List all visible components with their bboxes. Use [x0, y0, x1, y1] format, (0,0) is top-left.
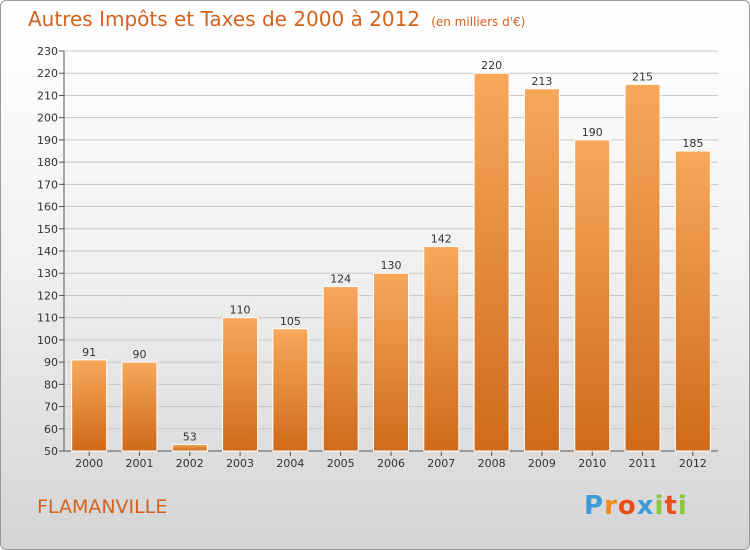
x-tick-label: 2004: [276, 457, 304, 470]
data-label: 110: [230, 304, 251, 317]
bar: [674, 150, 711, 452]
data-label: 53: [183, 430, 197, 443]
bar: [473, 72, 510, 452]
data-label: 220: [481, 59, 502, 72]
data-label: 215: [632, 70, 653, 83]
y-tick-label: 120: [37, 289, 58, 302]
x-tick-label: 2012: [679, 457, 707, 470]
data-label: 213: [531, 75, 552, 88]
x-tick-label: 2003: [226, 457, 254, 470]
x-tick-label: 2002: [176, 457, 204, 470]
bar: [71, 359, 108, 452]
logo-letter: o: [617, 491, 637, 521]
y-tick-label: 70: [44, 401, 58, 414]
x-tick-label: 2009: [528, 457, 556, 470]
data-label: 185: [682, 137, 703, 150]
y-tick-label: 60: [44, 423, 58, 436]
bar: [373, 272, 409, 452]
y-tick-label: 220: [37, 67, 58, 80]
bar: [121, 361, 158, 452]
y-tick-label: 200: [37, 112, 58, 125]
bar: [272, 328, 309, 452]
y-tick-label: 50: [44, 445, 58, 458]
x-tick-label: 2011: [629, 457, 657, 470]
y-tick-label: 170: [37, 178, 58, 191]
logo-letter: i: [677, 491, 688, 521]
y-tick-label: 100: [37, 334, 58, 347]
bar: [574, 139, 611, 452]
x-tick-label: 2005: [327, 457, 355, 470]
y-tick-label: 130: [37, 267, 58, 280]
x-tick-label: 2000: [75, 457, 103, 470]
chart-unit-label: (en milliers d'€): [431, 15, 526, 29]
data-label: 90: [132, 348, 146, 361]
y-tick-label: 190: [37, 134, 58, 147]
logo-letter: t: [664, 491, 678, 521]
logo-letter: x: [636, 491, 655, 521]
bar: [222, 317, 259, 452]
bar: [423, 246, 460, 452]
data-label: 130: [381, 259, 402, 272]
y-tick-label: 160: [37, 201, 58, 214]
data-label: 190: [582, 126, 603, 139]
y-tick-label: 90: [44, 356, 58, 369]
logo-letter: i: [654, 491, 665, 521]
bar: [171, 443, 208, 452]
bars: [71, 72, 711, 452]
labels: 50 60 70 80 90 100 110 120 130 140 150 160 170 180 190…: [37, 45, 707, 470]
logo-letter: P: [584, 491, 605, 521]
x-tick-label: 2010: [578, 457, 606, 470]
y-tick-label: 110: [37, 312, 58, 325]
bar: [624, 83, 661, 452]
y-tick-label: 80: [44, 378, 58, 391]
x-tick-label: 2006: [377, 457, 405, 470]
chart-title-text: Autres Impôts et Taxes de 2000 à 2012: [28, 7, 421, 31]
y-tick-label: 140: [37, 245, 58, 258]
data-label: 91: [82, 346, 96, 359]
y-tick-label: 210: [37, 89, 58, 102]
x-tick-label: 2001: [125, 457, 153, 470]
logo-letter: r: [604, 491, 618, 521]
data-label: 142: [431, 233, 452, 246]
x-tick-label: 2008: [478, 457, 506, 470]
bar: [523, 88, 560, 452]
y-tick-label: 150: [37, 223, 58, 236]
proxiti-logo: Proxiti: [584, 491, 688, 521]
chart-title: Autres Impôts et Taxes de 2000 à 2012 (e…: [28, 7, 525, 31]
commune-name: FLAMANVILLE: [37, 496, 168, 518]
y-tick-label: 230: [37, 45, 58, 58]
bar: [322, 286, 359, 452]
data-label: 105: [280, 315, 301, 328]
x-tick-label: 2007: [427, 457, 455, 470]
data-label: 124: [330, 273, 351, 286]
y-tick-label: 180: [37, 156, 58, 169]
